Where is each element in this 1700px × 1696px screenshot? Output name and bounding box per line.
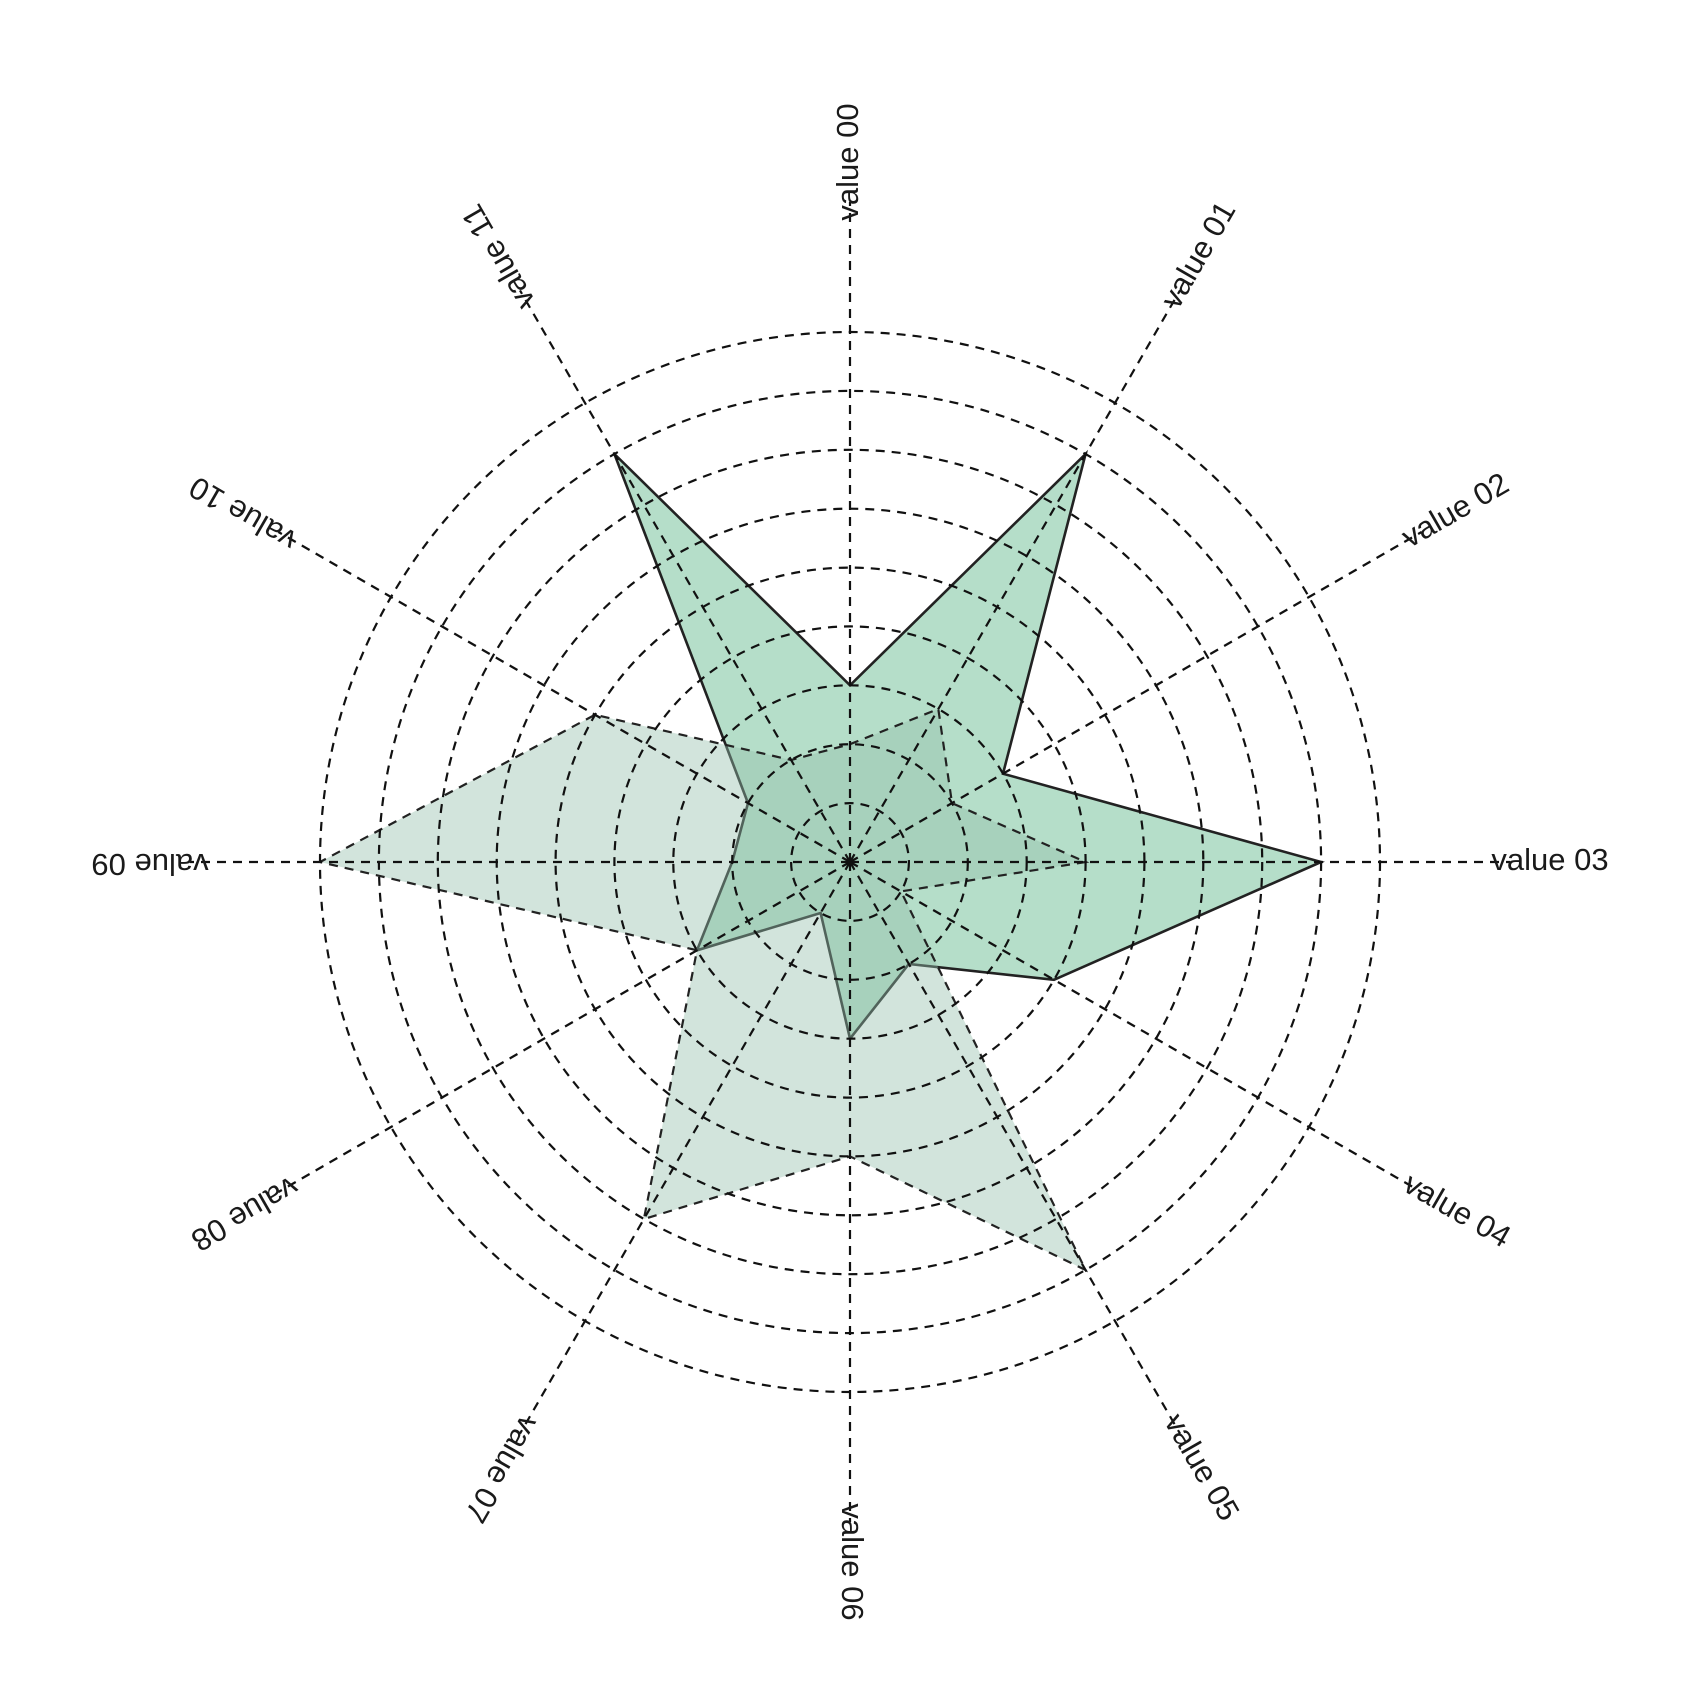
axis-spoke [519, 861, 851, 1435]
axis-spoke [849, 861, 1423, 1193]
axis-label: value 08 [185, 1170, 304, 1259]
axis-label: value 04 [1398, 1166, 1517, 1255]
axis-label: value 02 [1396, 466, 1515, 555]
axis-label: value 11 [454, 198, 542, 315]
grid-ring [789, 801, 910, 922]
center-point [847, 859, 853, 865]
axis-spoke [849, 531, 1423, 863]
axis-label: value 00 [830, 103, 865, 220]
axis-label: value 01 [1154, 195, 1243, 314]
axis-spoke [519, 289, 851, 863]
axis-label: value 05 [1158, 1408, 1247, 1527]
axis-spoke [849, 861, 1181, 1435]
axis-label: value 07 [458, 1410, 547, 1529]
axis-label: value 09 [91, 847, 208, 882]
axis-label: value 03 [1491, 842, 1608, 877]
axis-spoke [849, 289, 1181, 863]
axis-spoke [277, 861, 851, 1193]
axis-label: value 10 [183, 470, 302, 559]
grid-ring [613, 625, 1087, 1099]
axis-spoke [277, 531, 851, 863]
grid-ring [436, 448, 1264, 1276]
axis-label: value 06 [835, 1503, 870, 1620]
